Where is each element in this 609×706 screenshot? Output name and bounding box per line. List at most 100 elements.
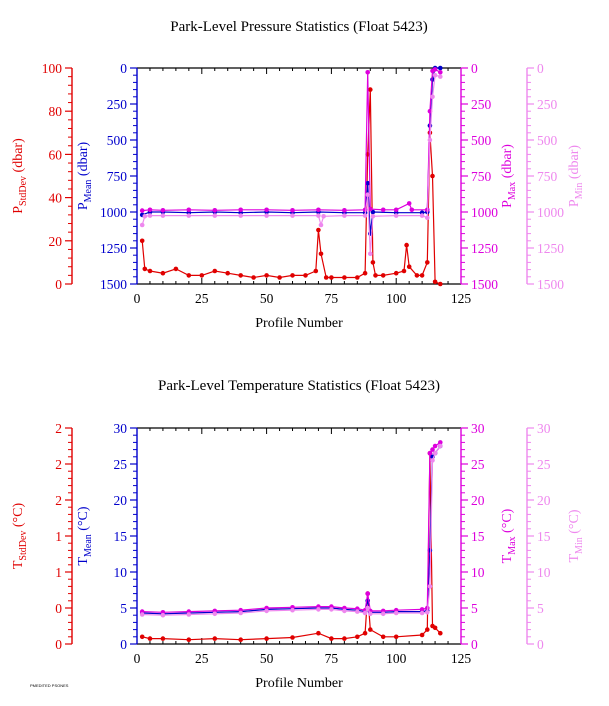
y-tick-label-stddev: 2: [55, 493, 62, 508]
y-tick-label-max: 10: [471, 565, 485, 580]
data-point-stddev: [393, 270, 399, 276]
data-point-stddev: [438, 281, 443, 287]
series-line-max: [142, 441, 441, 613]
y-tick-label-mean: 15: [114, 529, 128, 544]
data-point-stddev: [373, 273, 378, 278]
data-point-max: [365, 591, 371, 596]
y-tick-label-min: 250: [537, 97, 558, 112]
y-tick-label-stddev: 0: [55, 277, 62, 292]
y-axis-label-unit: (°C): [567, 509, 582, 537]
y-tick-label-mean: 25: [114, 457, 128, 472]
data-point-max: [316, 207, 321, 213]
y-tick-label-max: 1000: [471, 205, 498, 220]
y-axis-label-sub: Max: [507, 536, 518, 554]
data-point-stddev: [380, 273, 386, 278]
data-point-min: [212, 213, 218, 218]
data-point-stddev: [139, 238, 145, 244]
x-tick-label: 100: [386, 651, 407, 666]
data-point-stddev: [406, 264, 412, 270]
data-point-min: [438, 74, 443, 79]
y-tick-label-max: 15: [471, 529, 485, 544]
data-point-stddev: [362, 270, 368, 276]
y-tick-label-mean: 0: [120, 637, 127, 652]
data-point-max: [427, 450, 433, 456]
data-point-stddev: [160, 636, 166, 641]
y-tick-label-mean: 0: [120, 61, 127, 76]
y-tick-label-max: 1250: [471, 241, 498, 256]
y-tick-label-stddev: 0: [55, 637, 62, 652]
y-axis-label-sub: Max: [507, 182, 518, 200]
series-line-min: [141, 74, 441, 254]
data-point-min: [438, 443, 443, 449]
y-tick-label-stddev: 60: [49, 147, 63, 162]
data-point-max: [160, 208, 166, 213]
data-point-min: [342, 213, 347, 218]
data-point-min: [365, 605, 371, 611]
y-tick-label-stddev: 1: [55, 529, 62, 544]
data-point-min: [238, 213, 243, 218]
data-point-stddev: [186, 273, 192, 278]
x-tick-label: 25: [195, 651, 209, 666]
x-tick-label: 50: [260, 291, 274, 306]
data-point-stddev: [425, 627, 430, 632]
x-tick-label: 0: [134, 651, 141, 666]
y-axis-label-sub: StdDev: [18, 531, 29, 561]
y-tick-label-min: 30: [537, 421, 551, 436]
data-point-max: [212, 208, 218, 213]
data-point-stddev: [438, 630, 443, 636]
data-point-min: [186, 612, 192, 617]
data-point-max: [238, 207, 243, 213]
series-line-max: [142, 68, 441, 212]
data-point-min: [342, 608, 347, 614]
data-point-min: [370, 214, 376, 219]
y-tick-label-min: 1250: [537, 241, 564, 256]
y-axis-label-unit: (dbar): [567, 145, 582, 183]
data-point-max: [438, 440, 443, 445]
data-point-min: [139, 222, 145, 228]
data-point-stddev: [251, 275, 256, 280]
chart-1-xlabel: Profile Number: [255, 316, 343, 331]
data-point-stddev: [238, 273, 243, 278]
data-point-min: [419, 610, 425, 616]
data-point-max: [406, 201, 412, 206]
x-tick-label: 125: [451, 291, 472, 306]
data-point-min: [393, 610, 399, 616]
data-point-min: [432, 72, 438, 78]
y-tick-label-mean: 250: [107, 97, 128, 112]
data-point-max: [147, 207, 153, 213]
data-point-min: [238, 610, 243, 616]
y-tick-label-stddev: 80: [49, 104, 63, 119]
data-point-stddev: [238, 637, 243, 642]
data-point-max: [139, 208, 145, 213]
data-point-max: [409, 207, 415, 213]
data-point-stddev: [425, 260, 430, 265]
y-axis-label-stddev: TStdDev (°C): [11, 503, 29, 570]
data-point-max: [368, 206, 373, 212]
data-point-max: [432, 443, 438, 449]
y-tick-label-mean: 1250: [100, 241, 127, 256]
data-point-stddev: [225, 270, 230, 276]
data-point-stddev: [368, 627, 373, 632]
data-point-stddev: [147, 636, 153, 641]
data-point-max: [342, 208, 347, 213]
data-point-stddev: [355, 275, 360, 280]
data-point-min: [160, 612, 166, 618]
data-point-max: [186, 207, 192, 213]
data-point-min: [316, 607, 321, 612]
y-axis-label-sub: Mean: [83, 180, 94, 203]
data-point-min: [427, 584, 433, 589]
data-point-stddev: [318, 251, 324, 257]
data-point-stddev: [199, 273, 205, 278]
y-tick-label-max: 500: [471, 133, 492, 148]
data-point-max: [419, 607, 425, 612]
data-point-stddev: [419, 273, 425, 278]
x-tick-label: 75: [325, 291, 339, 306]
y-tick-label-max: 0: [471, 61, 478, 76]
data-point-stddev: [414, 273, 420, 278]
data-point-min: [139, 612, 145, 617]
y-axis-label-unit: (°C): [76, 506, 91, 534]
data-point-max: [432, 67, 438, 72]
data-point-max: [393, 207, 399, 213]
series-max: [139, 440, 443, 615]
